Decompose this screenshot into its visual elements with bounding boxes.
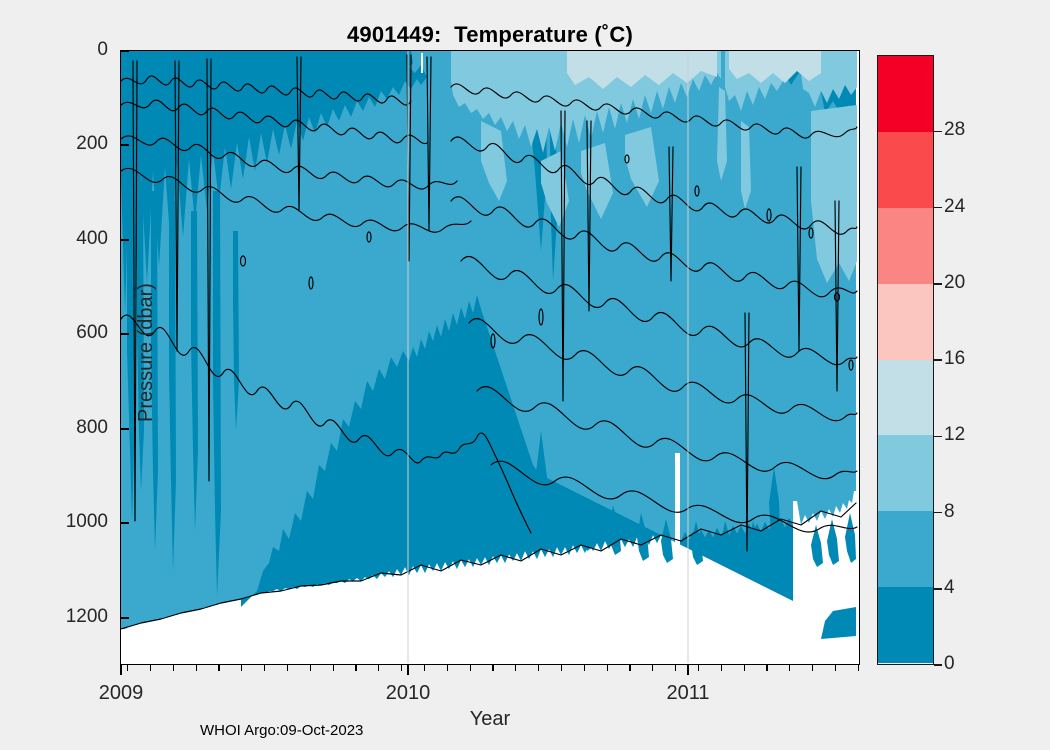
x-minor-tick — [538, 665, 539, 671]
x-tick-label: 2010 — [367, 682, 449, 705]
colorbar-band — [878, 132, 933, 208]
x-minor-tick — [812, 665, 813, 671]
colorbar-band — [878, 208, 933, 284]
x-tick-label: 2011 — [647, 682, 729, 705]
x-minor-tick — [789, 665, 790, 671]
x-minor-tick — [196, 665, 197, 671]
x-minor-tick — [492, 665, 493, 671]
x-minor-tick — [264, 665, 265, 671]
plot-axes: Pressure (dbar) — [120, 50, 860, 665]
x-minor-tick — [355, 665, 356, 671]
y-tick-mark — [120, 522, 129, 524]
colorbar-band — [878, 284, 933, 360]
colorbar-tick-label: 4 — [944, 577, 955, 599]
y-tick-label: 600 — [48, 322, 108, 344]
x-minor-tick — [721, 665, 722, 671]
x-minor-tick — [378, 665, 379, 671]
x-minor-tick — [766, 665, 767, 671]
figure-canvas: 4901449: Temperature (˚C) — [0, 0, 1050, 750]
x-minor-tick — [310, 665, 311, 671]
colorbar-tick-mark — [934, 512, 942, 514]
y-tick-mark — [120, 333, 129, 335]
y-tick-mark — [120, 239, 129, 241]
x-minor-tick — [127, 665, 128, 671]
x-minor-tick — [675, 665, 676, 671]
x-minor-tick — [561, 665, 562, 671]
colorbar-tick-label: 24 — [944, 196, 965, 218]
x-minor-tick — [287, 665, 288, 671]
x-tick-mark — [120, 665, 122, 675]
x-minor-tick — [218, 665, 219, 671]
credit-text: WHOI Argo:09-Oct-2023 — [200, 722, 363, 739]
colorbar-tick-mark — [934, 588, 942, 590]
y-tick-mark — [120, 428, 129, 430]
x-minor-tick — [470, 665, 471, 671]
y-axis-label: Pressure (dbar) — [135, 283, 158, 422]
x-minor-tick — [401, 665, 402, 671]
x-minor-tick — [447, 665, 448, 671]
colorbar-tick-label: 0 — [944, 653, 955, 675]
x-minor-tick — [698, 665, 699, 671]
colorbar-band — [878, 435, 933, 511]
y-tick-mark — [120, 617, 129, 619]
y-tick-mark — [120, 144, 129, 146]
x-minor-tick — [150, 665, 151, 671]
x-tick-label: 2009 — [80, 682, 162, 705]
x-tick-mark — [407, 665, 409, 675]
x-minor-tick — [241, 665, 242, 671]
colorbar-tick-label: 16 — [944, 348, 965, 370]
x-minor-tick — [629, 665, 630, 671]
y-tick-label: 1000 — [36, 511, 108, 533]
x-tick-mark — [687, 665, 689, 675]
x-minor-tick — [515, 665, 516, 671]
colorbar-tick-mark — [934, 283, 942, 285]
x-minor-tick — [652, 665, 653, 671]
colorbar-tick-label: 8 — [944, 501, 955, 523]
colorbar-tick-mark — [934, 359, 942, 361]
y-tick-label: 0 — [60, 39, 108, 61]
x-minor-tick — [333, 665, 334, 671]
y-tick-mark — [120, 50, 129, 52]
colorbar-tick-label: 12 — [944, 424, 965, 446]
y-tick-label: 800 — [48, 417, 108, 439]
colorbar-tick-label: 28 — [944, 119, 965, 141]
y-tick-label: 200 — [48, 133, 108, 155]
colorbar-tick-mark — [934, 207, 942, 209]
y-tick-label: 1200 — [36, 606, 108, 628]
x-minor-tick — [584, 665, 585, 671]
y-tick-label: 400 — [48, 228, 108, 250]
chart-title: 4901449: Temperature (˚C) — [120, 22, 860, 48]
colorbar-tick-mark — [934, 131, 942, 133]
colorbar-band — [878, 511, 933, 587]
colorbar-tick-mark — [934, 436, 942, 438]
colorbar-band — [878, 587, 933, 663]
colorbar-tick-mark — [934, 664, 942, 666]
contour-plot — [121, 51, 858, 663]
x-minor-tick — [173, 665, 174, 671]
x-minor-tick — [744, 665, 745, 671]
colorbar-tick-label: 20 — [944, 272, 965, 294]
colorbar[interactable] — [877, 55, 934, 665]
x-minor-tick — [424, 665, 425, 671]
x-minor-tick — [835, 665, 836, 671]
x-minor-tick — [607, 665, 608, 671]
colorbar-band — [878, 360, 933, 436]
x-minor-tick — [858, 665, 859, 671]
colorbar-band — [878, 56, 933, 132]
